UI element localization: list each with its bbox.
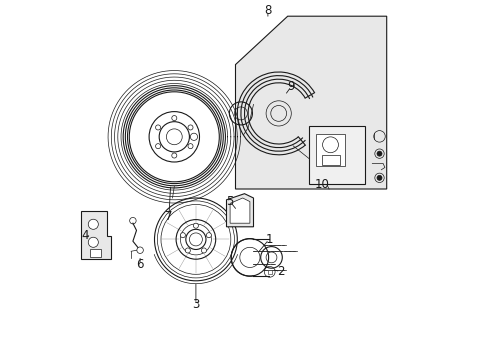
- Bar: [89, 249, 101, 257]
- Text: 2: 2: [276, 265, 284, 278]
- Bar: [309, 126, 365, 184]
- Circle shape: [201, 248, 206, 253]
- Text: 7: 7: [165, 210, 172, 223]
- Text: 6: 6: [136, 258, 143, 271]
- Circle shape: [137, 247, 143, 253]
- Polygon shape: [235, 16, 386, 189]
- Polygon shape: [226, 194, 253, 227]
- Text: 3: 3: [192, 298, 199, 311]
- Circle shape: [376, 175, 381, 180]
- Polygon shape: [81, 211, 110, 259]
- Circle shape: [180, 233, 185, 238]
- Circle shape: [88, 237, 98, 247]
- Text: 4: 4: [81, 229, 89, 242]
- Bar: [321, 154, 339, 165]
- Circle shape: [88, 219, 98, 229]
- Circle shape: [206, 233, 211, 238]
- Text: 8: 8: [264, 4, 271, 17]
- Bar: [315, 134, 344, 166]
- Text: 10: 10: [314, 178, 328, 191]
- Text: 1: 1: [264, 233, 272, 246]
- Circle shape: [376, 151, 381, 156]
- Bar: [267, 270, 271, 274]
- Circle shape: [185, 248, 190, 253]
- Circle shape: [193, 223, 198, 228]
- Text: 9: 9: [287, 80, 294, 93]
- Polygon shape: [230, 198, 249, 223]
- Text: 5: 5: [226, 195, 233, 208]
